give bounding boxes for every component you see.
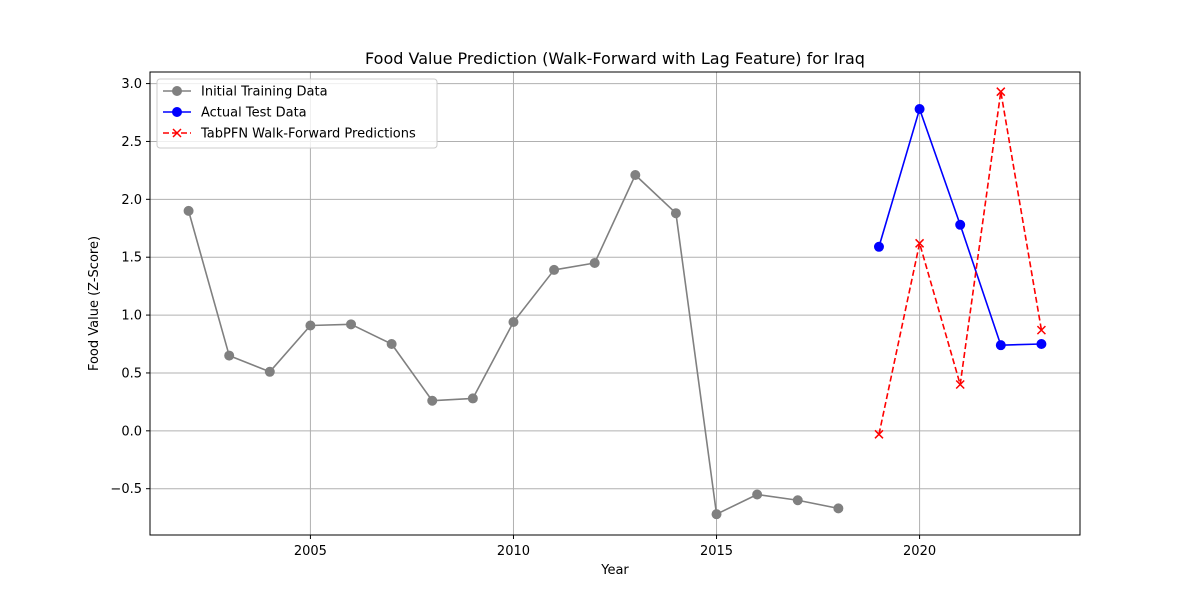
data-point [427,395,438,406]
data-point [874,429,884,439]
series-actual-test-data [873,104,1047,351]
legend-box [156,78,438,149]
data-point [995,340,1006,351]
x-tick-label: 2010 [497,544,530,559]
data-point [955,219,966,230]
data-point [1036,325,1046,335]
data-point [996,87,1006,97]
data-point [752,489,763,500]
x-marker-stroke [1036,325,1046,335]
data-point [264,366,275,377]
legend-item: TabPFN Walk-Forward Predictions [163,127,416,142]
axis-ticks: 2005 2010 2015 2020 −0.5 0.0 0.5 1.0 1.5 2.0 2.5 3.… [110,77,936,559]
series-initial-training-data [183,170,844,520]
x-tick-label: 2020 [903,544,936,559]
data-point [670,208,681,219]
y-tick-label: 3.0 [121,77,142,92]
data-point [792,495,803,506]
legend-swatch-marker [172,86,182,96]
chart-title: Food Value Prediction (Walk-Forward with… [365,49,865,68]
legend-swatch-marker [172,107,182,117]
legend-item: Initial Training Data [163,85,328,100]
data-point [224,350,235,361]
data-point [549,264,560,275]
plot-area [183,87,1047,520]
legend: Initial Training Data Actual Test Data Tab… [156,78,438,149]
data-point [873,241,884,252]
series-line [878,90,1043,435]
y-tick-label: 2.5 [121,135,142,150]
data-point [630,170,641,181]
data-point [386,339,397,350]
axes-frame [149,71,1081,536]
x-axis-label: Year [600,563,629,578]
x-marker-stroke [915,238,925,248]
y-tick-label: 1.0 [121,309,142,324]
data-point [183,205,194,216]
legend-swatch-marker [172,128,182,138]
y-tick-label: 1.5 [121,251,142,266]
x-marker-stroke [996,87,1006,97]
data-point [589,257,600,268]
x-marker-stroke [874,429,884,439]
x-tick-label: 2005 [294,544,327,559]
data-point [346,319,357,330]
x-marker-stroke [955,379,965,390]
data-point [1036,339,1047,350]
y-tick-label: −0.5 [110,482,142,497]
y-tick-label: 0.5 [121,366,142,381]
series-tabpfn-walk-forward-predictions [874,87,1046,439]
y-axis-label: Food Value (Z-Score) [87,236,102,371]
data-point [467,393,478,404]
x-tick-label: 2015 [700,544,733,559]
legend-label: TabPFN Walk-Forward Predictions [200,127,416,142]
data-point [711,509,722,520]
x-marker-stroke [172,128,182,138]
data-point [508,317,519,328]
data-point [833,503,844,514]
data-point [914,104,925,115]
legend-label: Initial Training Data [201,85,328,100]
y-tick-label: 2.0 [121,193,142,208]
legend-item: Actual Test Data [163,106,307,121]
data-point [915,238,925,248]
legend-label: Actual Test Data [201,106,307,121]
data-point [955,379,965,390]
y-tick-label: 0.0 [121,424,142,439]
data-point [305,320,316,331]
